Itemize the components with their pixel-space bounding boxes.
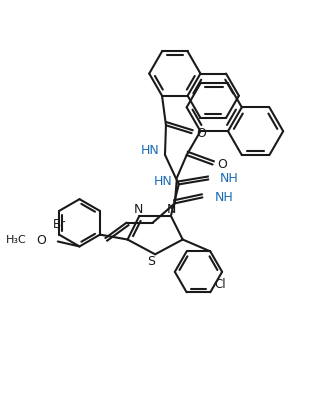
Text: S: S xyxy=(147,255,155,268)
Text: O: O xyxy=(36,234,46,247)
Text: N: N xyxy=(134,204,143,217)
Text: N: N xyxy=(167,204,177,217)
Text: HN: HN xyxy=(154,176,173,189)
Text: NH: NH xyxy=(215,191,234,204)
Text: Br: Br xyxy=(52,218,65,231)
Text: Cl: Cl xyxy=(214,278,226,291)
Text: NH: NH xyxy=(220,172,239,185)
Text: O: O xyxy=(217,158,227,171)
Text: HN: HN xyxy=(140,144,159,158)
Text: H₃C: H₃C xyxy=(5,234,26,245)
Text: O: O xyxy=(196,127,206,140)
